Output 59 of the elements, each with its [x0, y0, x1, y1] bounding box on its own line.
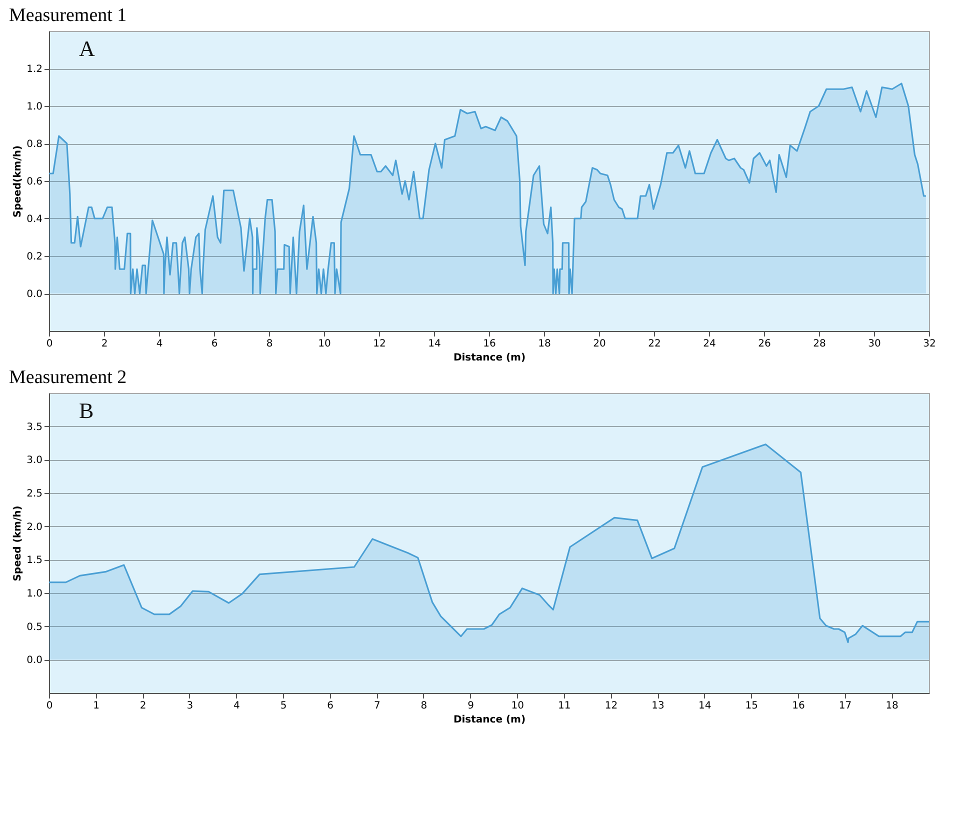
- x-tick-label: 12: [604, 700, 618, 712]
- y-axis-title: Speed(km/h): [12, 145, 24, 218]
- y-tick-label: 2.0: [26, 522, 42, 533]
- x-tick-label: 30: [868, 338, 881, 350]
- x-tick-label: 4: [234, 700, 240, 712]
- y-tick-label: 0.2: [26, 252, 42, 262]
- annotation: B: [79, 398, 94, 423]
- x-tick-label: 1: [93, 700, 100, 712]
- y-tick-label: 0.6: [26, 176, 42, 188]
- x-tick-label: 10: [511, 700, 524, 712]
- y-tick-label: 1.0: [26, 102, 42, 112]
- x-axis-title: Distance (m): [453, 714, 526, 726]
- x-tick-label: 18: [538, 338, 551, 350]
- x-tick-label: 20: [593, 338, 606, 350]
- x-tick-label: 22: [648, 338, 661, 350]
- x-tick-label: 6: [327, 700, 334, 712]
- x-tick-label: 0: [46, 338, 53, 350]
- y-tick-label: 0.5: [26, 622, 42, 633]
- y-tick-label: 0.0: [26, 289, 42, 300]
- x-tick-label: 12: [373, 338, 386, 350]
- x-tick-label: 26: [758, 338, 771, 350]
- x-tick-label: 10: [318, 338, 331, 350]
- x-tick-label: 2: [101, 338, 108, 350]
- x-tick-label: 16: [483, 338, 496, 350]
- y-tick-label: 0.4: [26, 214, 42, 225]
- y-tick-label: 1.5: [26, 555, 42, 566]
- y-axis-title: Speed (km/h): [12, 506, 24, 582]
- x-tick-label: 14: [698, 700, 712, 712]
- chart-title: Measurement 2: [9, 367, 127, 388]
- x-tick-label: 14: [428, 338, 441, 350]
- y-tick-label: 1.0: [26, 588, 42, 600]
- y-tick-label: 0.0: [26, 655, 42, 666]
- x-tick-label: 8: [266, 338, 273, 350]
- y-tick-label: 2.5: [26, 488, 42, 500]
- x-tick-label: 8: [420, 700, 428, 712]
- x-tick-label: 3: [186, 700, 194, 712]
- x-tick-label: 7: [374, 700, 380, 712]
- x-tick-label: 24: [703, 338, 716, 350]
- annotation: A: [79, 36, 95, 61]
- x-tick-label: 18: [886, 700, 898, 712]
- chart-title: Measurement 1: [9, 5, 127, 26]
- x-tick-label: 6: [211, 338, 218, 350]
- x-tick-label: 32: [923, 338, 936, 350]
- x-tick-label: 9: [468, 700, 474, 712]
- x-tick-label: 0: [46, 700, 53, 712]
- x-tick-label: 17: [838, 700, 852, 712]
- y-tick-label: 3.0: [26, 455, 42, 466]
- x-tick-label: 2: [140, 700, 146, 712]
- x-tick-label: 5: [280, 700, 287, 712]
- x-tick-label: 13: [652, 700, 664, 712]
- x-tick-label: 16: [792, 700, 805, 712]
- x-tick-label: 15: [745, 700, 758, 712]
- y-tick-label: 0.8: [26, 139, 42, 150]
- x-tick-label: 11: [558, 700, 571, 712]
- x-tick-label: 28: [813, 338, 826, 350]
- y-tick-label: 3.5: [26, 422, 42, 433]
- x-axis-title: Distance (m): [453, 352, 526, 364]
- y-tick-label: 1.2: [26, 64, 42, 75]
- x-tick-label: 4: [156, 338, 163, 350]
